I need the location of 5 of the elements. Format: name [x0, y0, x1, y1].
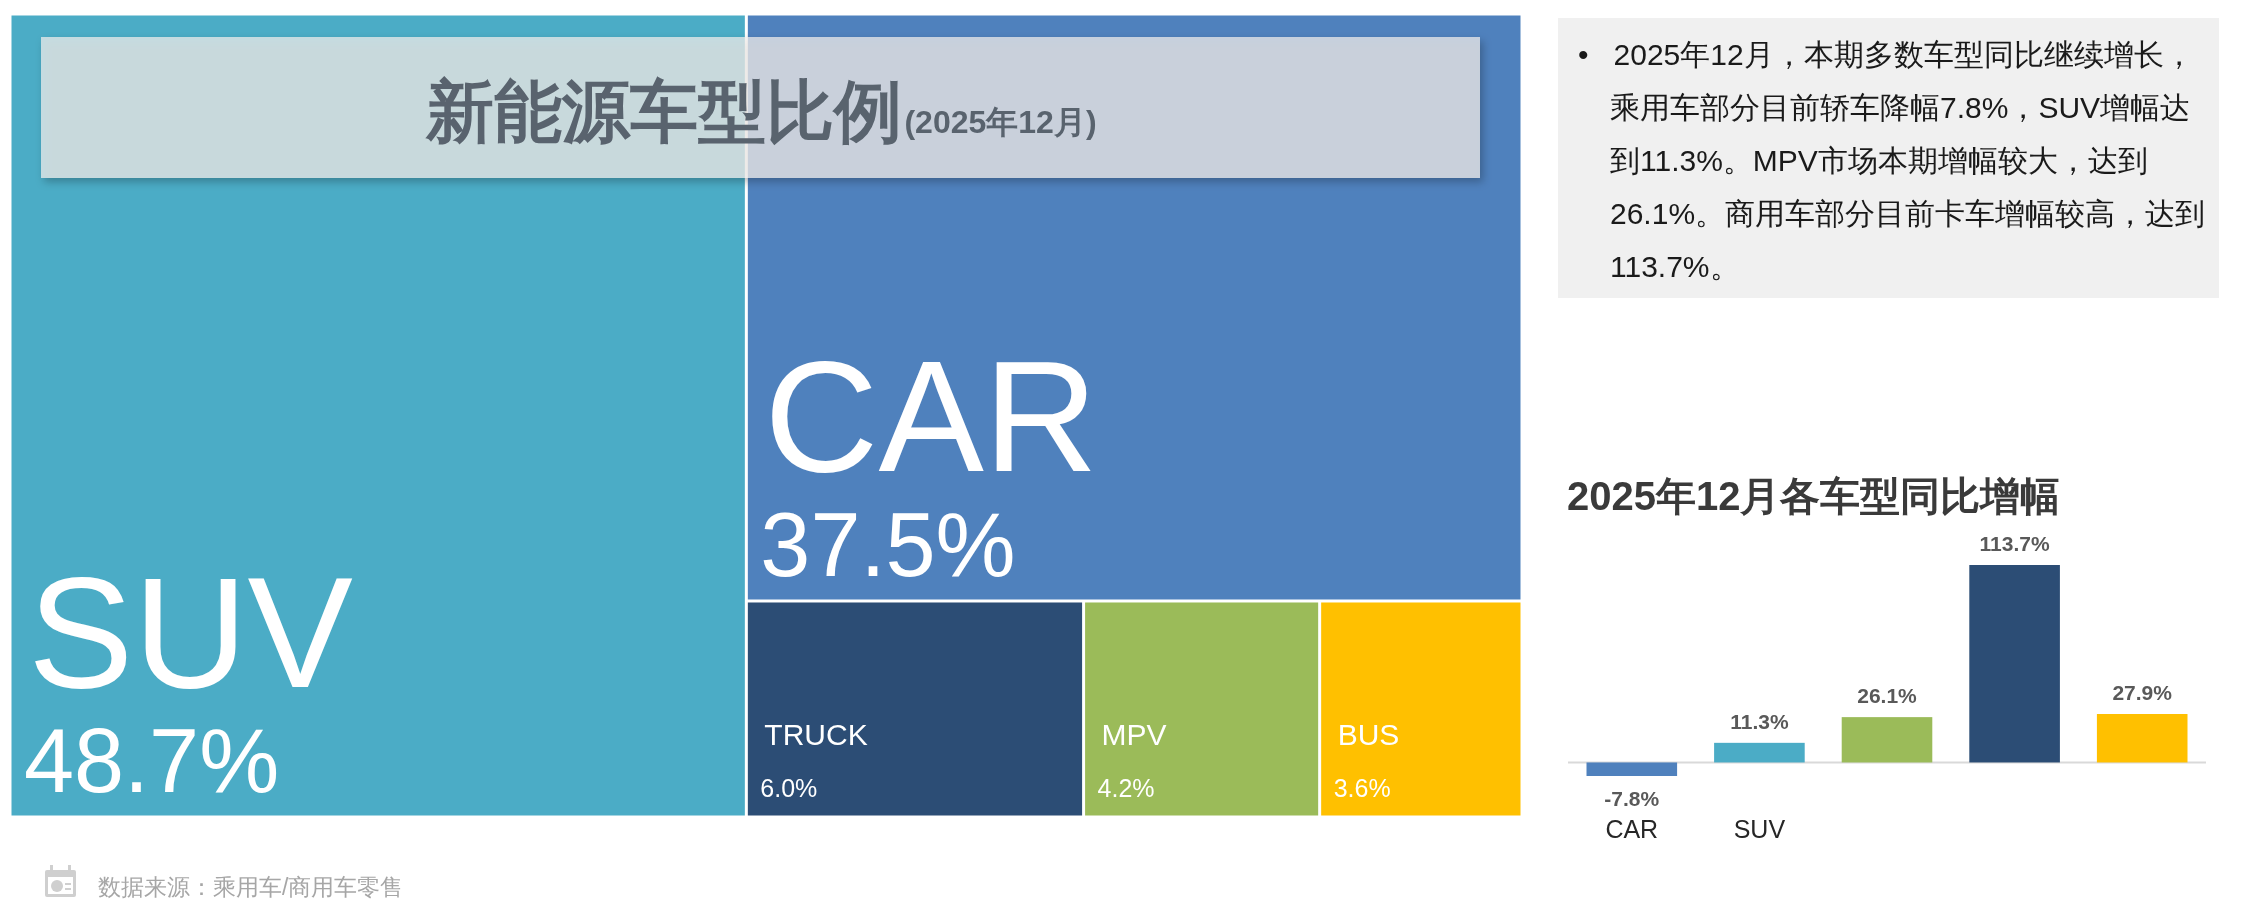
source: 数据来源：乘用车/商用车零售 — [98, 874, 404, 900]
title: 2025年12月各车型同比增幅 — [1567, 474, 2061, 518]
title: 新能源车型比例 — [426, 73, 903, 149]
subtitle: (2025年12月) — [904, 104, 1097, 140]
text: • 2025年12月，本期多数车型同比继续增长，乘用车部分目前轿车降幅7.8%，SUV增幅达到11.3%。MPV市场本期增幅较大，达到26.1%。商用车部分目前卡车增幅较高，达到113.7%。 — [1578, 37, 2207, 285]
